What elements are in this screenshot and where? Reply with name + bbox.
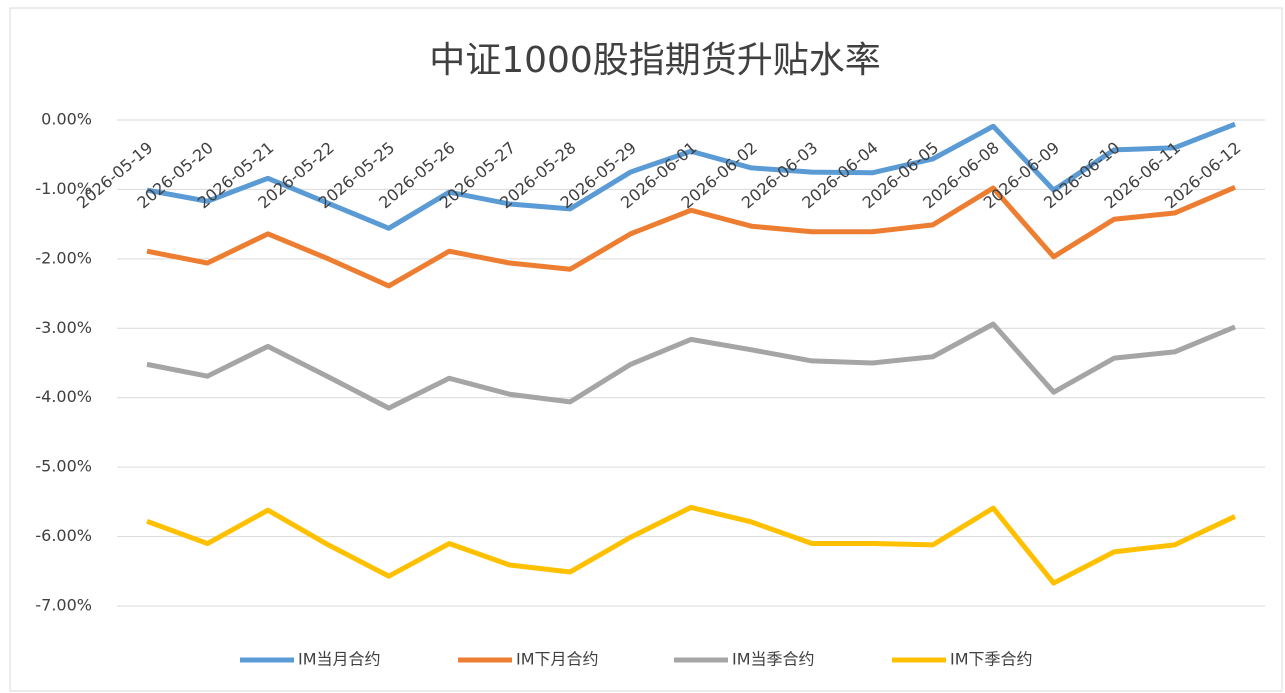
- y-tick-label: -3.00%: [35, 318, 92, 337]
- series-line: [146, 321, 1236, 411]
- legend-label: IM当月合约: [298, 650, 381, 669]
- y-tick-label: -1.00%: [35, 179, 92, 198]
- series-line: [146, 185, 1236, 289]
- series-line: [146, 121, 1236, 231]
- y-tick-label: 0.00%: [41, 110, 92, 129]
- chart-title: 中证1000股指期货升贴水率: [429, 40, 881, 81]
- legend-label: IM当季合约: [732, 650, 815, 669]
- chart-frame: [9, 7, 1283, 692]
- y-tick-label: -6.00%: [35, 526, 92, 545]
- legend-label: IM下月合约: [516, 650, 599, 669]
- y-tick-label: -2.00%: [35, 248, 92, 267]
- y-tick-label: -7.00%: [35, 596, 92, 615]
- series-line: [146, 504, 1237, 586]
- y-tick-label: -5.00%: [35, 457, 92, 476]
- legend-label: IM下季合约: [950, 650, 1033, 669]
- y-tick-label: -4.00%: [35, 387, 92, 406]
